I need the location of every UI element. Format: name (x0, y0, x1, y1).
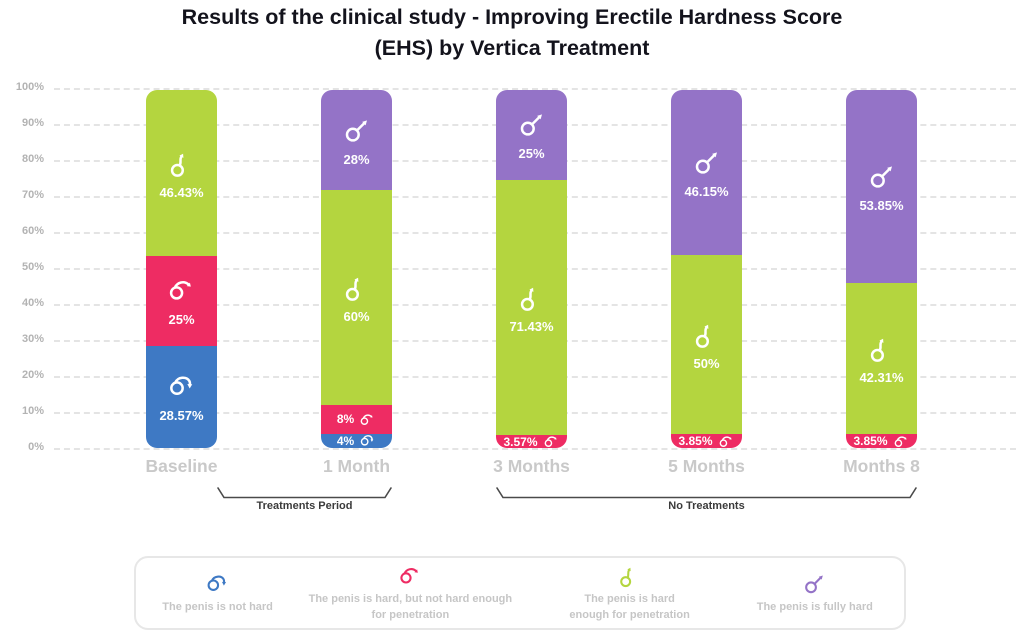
segment-value-label: 50% (693, 356, 720, 372)
no-treatments-label: No Treatments (668, 500, 745, 512)
penis-fully-hard-icon (870, 166, 892, 188)
category-label-months-8: Months 8 (843, 456, 920, 476)
segment-value-label: 3.85% (853, 434, 888, 448)
legend-item-label: The penis is fully hard (756, 600, 873, 613)
penis-not-hard-icon (169, 376, 192, 396)
bar-segment-hard-enough[interactable]: 71.43% (496, 179, 567, 436)
segment-value-label: 53.85% (859, 197, 904, 213)
chart-title-line-2: (EHS) by Vertica Treatment (374, 35, 650, 60)
bracket-line (217, 487, 392, 499)
legend-icon-wrap (398, 563, 423, 588)
segment-value-label: 42.31% (859, 369, 904, 385)
segment-value-label: 28.57% (159, 408, 204, 424)
category-label-baseline: Baseline (145, 456, 218, 476)
bar-segment-hard-enough[interactable]: 46.43% (146, 90, 217, 257)
bar-segment-hard-not-enough[interactable]: 25% (146, 256, 217, 346)
penis-hard-enough-icon (695, 324, 709, 349)
segment-value-label: 25% (168, 312, 195, 328)
y-axis-tick: 0% (28, 441, 44, 453)
y-axis-tick: 30% (21, 333, 44, 345)
segment-value-label: 3.85% (678, 434, 713, 448)
bar-segment-hard-enough[interactable]: 42.31% (846, 282, 917, 435)
penis-hard-not-enough-icon (169, 281, 191, 301)
bar-segment-not-hard[interactable]: 28.57% (146, 345, 217, 448)
y-axis-tick: 20% (21, 369, 44, 381)
bar-5-months[interactable]: 3.85% 50% 46.15% (671, 90, 742, 448)
category-label-5-months: 5 Months (668, 456, 745, 476)
bar-3-months[interactable]: 3.57% 71.43% 25% (496, 90, 567, 448)
bar-months-8[interactable]: 3.85% 42.31% 53.85% (846, 90, 917, 448)
segment-value-label: 28% (343, 151, 370, 167)
y-axis-tick: 80% (21, 153, 44, 165)
penis-hard-enough-icon (170, 153, 184, 177)
segment-value-label: 46.15% (684, 184, 729, 200)
y-axis-tick: 90% (21, 117, 44, 129)
penis-hard-enough-icon (345, 277, 359, 302)
penis-hard-not-enough-icon (400, 567, 418, 584)
bar-1-month[interactable]: 4% 8% 60% 28% (321, 90, 392, 448)
y-axis-tick: 100% (15, 81, 44, 93)
penis-fully-hard-icon (805, 574, 824, 593)
y-axis-tick: 40% (21, 297, 44, 309)
bar-segment-hard-enough[interactable]: 50% (671, 255, 742, 435)
penis-fully-hard-icon (345, 119, 367, 142)
bar-segment-fully-hard[interactable]: 53.85% (846, 90, 917, 283)
penis-hard-enough-icon (870, 338, 884, 362)
segment-value-label: 60% (343, 309, 370, 325)
penis-hard-enough-icon (620, 567, 632, 587)
category-label-1-month: 1 Month (322, 456, 391, 476)
y-axis-tick: 60% (21, 225, 44, 237)
legend-item-label: The penis is hard, but not hard enough fo… (308, 592, 513, 621)
bar-segment-hard-not-enough[interactable]: 3.85% (671, 434, 742, 448)
segment-value-label: 25% (518, 146, 545, 162)
bar-baseline[interactable]: 28.57% 25% 46.43% (146, 90, 217, 448)
legend-item-not-hard[interactable]: The penis is not hard (142, 571, 293, 616)
segment-value-label: 46.43% (159, 184, 204, 200)
penis-hard-not-enough-icon (360, 414, 373, 425)
segment-value-label: 4% (336, 433, 355, 448)
penis-fully-hard-icon (520, 114, 542, 136)
bar-segment-hard-enough[interactable]: 60% (321, 190, 392, 406)
y-axis-tick: 70% (21, 189, 44, 201)
bracket-line (496, 487, 917, 499)
penis-hard-not-enough-icon (544, 436, 557, 448)
bar-segment-hard-not-enough[interactable]: 3.85% (846, 434, 917, 448)
legend-item-label: The penis is hard enough for penetration (569, 592, 690, 621)
legend-icon-wrap (617, 563, 642, 588)
penis-hard-not-enough-icon (719, 436, 732, 447)
category-label-3-months: 3 Months (493, 456, 570, 476)
legend-icon-wrap (205, 571, 230, 596)
legend-item-label: The penis is not hard (162, 600, 273, 613)
segment-value-label: 8% (336, 412, 355, 427)
legend-item-fully-hard[interactable]: The penis is fully hard (732, 571, 898, 616)
y-axis-tick: 10% (21, 405, 44, 417)
bar-segment-hard-not-enough[interactable]: 3.57% (496, 435, 567, 448)
y-axis-tick: 50% (21, 261, 44, 273)
chart-title-line-1: Results of the clinical study - Improvin… (181, 5, 843, 29)
bar-segment-fully-hard[interactable]: 25% (496, 90, 567, 180)
legend-icon-wrap (802, 571, 827, 596)
bar-segment-not-hard[interactable]: 4% (321, 433, 392, 448)
penis-not-hard-icon (207, 575, 227, 591)
legend-item-hard-enough[interactable]: The penis is hard enough for penetration (528, 563, 732, 624)
gridline (54, 88, 1016, 90)
penis-not-hard-icon (360, 435, 374, 446)
bar-segment-fully-hard[interactable]: 46.15% (671, 90, 742, 256)
penis-fully-hard-icon (695, 152, 717, 174)
treatments-period-bracket (217, 486, 392, 499)
treatments-period-label: Treatments Period (256, 500, 353, 512)
segment-value-label: 3.57% (503, 434, 538, 448)
chart-title: Results of the clinical study - Improvin… (0, 2, 1024, 63)
segment-value-label: 71.43% (509, 318, 554, 334)
penis-hard-not-enough-icon (894, 436, 907, 447)
gridline (54, 448, 1016, 450)
legend-item-hard-not-enough[interactable]: The penis is hard, but not hard enough fo… (293, 563, 527, 624)
bar-segment-fully-hard[interactable]: 28% (321, 90, 392, 191)
legend: The penis is not hard The penis is hard, … (134, 556, 906, 630)
no-treatments-bracket (496, 486, 917, 499)
penis-hard-enough-icon (520, 287, 534, 311)
bar-segment-hard-not-enough[interactable]: 8% (321, 405, 392, 434)
